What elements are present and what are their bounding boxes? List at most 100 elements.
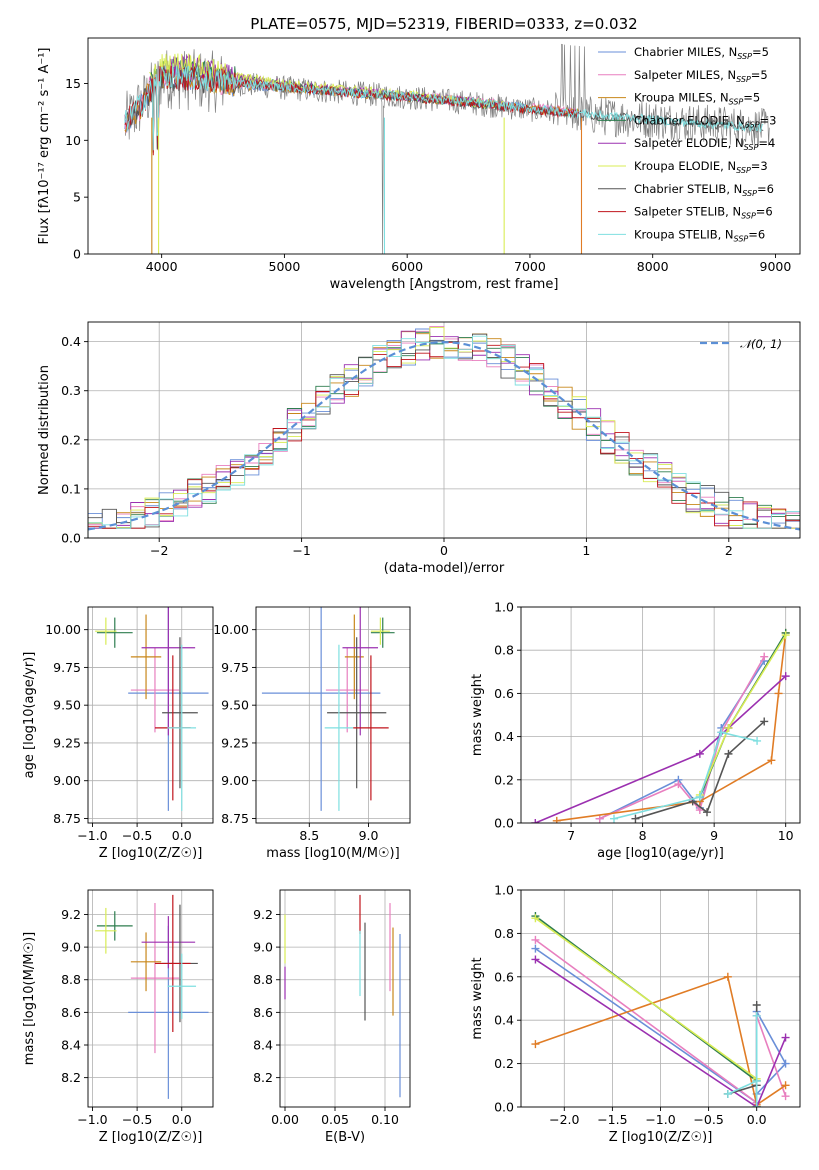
legend-entry-normal: 𝒩(0, 1) [740, 337, 782, 351]
mass-vs-ebv-ytick-label: 8.6 [253, 1005, 273, 1020]
spectrum-title: PLATE=0575, MJD=52319, FIBERID=0333, z=0… [250, 15, 637, 33]
mass-vs-z-frame [87, 889, 214, 1108]
age-vs-mass-xtick-label: 8.5 [299, 828, 319, 843]
mass-weight-point-marker [531, 955, 540, 964]
spectrum-xtick-label: 5000 [269, 259, 301, 274]
age-vs-mass-ytick-label: 9.00 [221, 773, 249, 788]
mass-weight-point-marker [760, 652, 769, 661]
weight-vs-age-ytick-label: 0.8 [494, 643, 514, 658]
spectrum-xtick-label: 6000 [391, 259, 423, 274]
normal-distribution-curve [88, 341, 800, 531]
residuals-ylabel: Normed distribution [37, 365, 52, 495]
legend-entry: Chabrier MILES, NSSP=5 [634, 45, 769, 61]
mass-vs-ebv-ytick-label: 8.2 [253, 1070, 273, 1085]
mass-weight-series-line [727, 1015, 758, 1107]
legend-entry: Chabrier ELODIE, NSSP=3 [634, 113, 776, 129]
mass-vs-z-ytick-label: 8.4 [61, 1038, 81, 1053]
age-vs-z-ytick-label: 9.00 [53, 773, 81, 788]
residuals-xtick-label: −2 [150, 543, 168, 558]
mass-vs-ebv-panel: 0.00 0.05 0.10 8.2 8.4 8.6 8.8 9.0 9.2 E(B-V) [253, 889, 411, 1145]
error-bar-point [141, 916, 196, 969]
weight-vs-age-xtick-label: 10 [778, 828, 794, 843]
weight-vs-z-plot-area [531, 912, 790, 1107]
mass-weight-point-marker [760, 717, 769, 726]
mass-weight-point-marker [781, 1033, 790, 1042]
error-bar-point [95, 617, 117, 645]
mass-weight-point-marker [610, 814, 618, 823]
mass-weight-point-marker [752, 1001, 761, 1010]
weight-vs-z-panel: −2.0 −1.5 −1.0 −0.5 0.0 0.0 0.2 0.4 0.6 0.8 1.0 Z [… [470, 883, 801, 1145]
legend-entry: Kroupa ELODIE, NSSP=3 [634, 159, 768, 175]
age-vs-mass-plot-area [261, 607, 395, 811]
spectrum-series-line [124, 64, 764, 151]
age-vs-mass-panel: 8.5 9.0 8.75 9.00 9.25 9.50 9.75 10.00 mass [log… [213, 606, 411, 861]
weight-vs-z-xlabel: Z [log10(Z/Z☉)] [609, 1130, 713, 1145]
spectrum-axes: 4000 5000 6000 7000 8000 9000 0 5 10 15 wavelength… [37, 37, 801, 292]
age-vs-z-panel: −1.0 −0.5 0.0 8.75 9.00 9.25 9.50 9.75 10.00 Z [l… [22, 606, 214, 861]
spectrum-ylabel: Flux [fλ10⁻¹⁷ erg cm⁻² s⁻¹ A⁻¹] [37, 48, 52, 245]
mass-weight-point-marker [717, 728, 726, 737]
weight-vs-z-axes: −2.0 −1.5 −1.0 −0.5 0.0 0.0 0.2 0.4 0.6 0.8 1.0 Z [… [470, 883, 801, 1145]
weight-vs-age-ytick-label: 0.4 [494, 729, 514, 744]
error-bar-point [141, 607, 196, 736]
mass-weight-point-marker [724, 723, 733, 732]
weight-vs-age-axes: 7 8 9 10 0.0 0.2 0.4 0.6 0.8 1.0 age [log10(age/yr… [470, 600, 801, 861]
legend-entry: Chabrier STELIB, NSSP=6 [634, 182, 774, 198]
spectrum-ytick-label: 15 [65, 76, 81, 91]
age-vs-mass-xlabel: mass [log10(M/M☉)] [266, 846, 399, 861]
mass-weight-point-marker [752, 1011, 761, 1020]
spectrum-xlabel: wavelength [Angstrom, rest frame] [330, 277, 559, 292]
mass-weight-point-marker [531, 935, 540, 944]
legend-entry: Salpeter STELIB, NSSP=6 [634, 205, 773, 221]
age-vs-mass-frame [255, 606, 411, 824]
weight-vs-z-ytick-label: 0.6 [494, 969, 514, 984]
mass-weight-point-marker [723, 1089, 732, 1098]
legend-entry: Salpeter MILES, NSSP=5 [634, 68, 768, 84]
age-vs-z-ytick-label: 9.50 [53, 698, 81, 713]
mass-vs-z-ylabel: mass [log10(M/M☉)] [22, 932, 37, 1065]
weight-vs-age-ytick-label: 0.0 [494, 816, 514, 831]
weight-vs-age-ylabel: mass weight [470, 674, 485, 756]
mass-weight-series-line [613, 731, 758, 820]
mass-weight-point-marker [724, 749, 733, 758]
spectrum-plot-area [124, 43, 770, 254]
error-bar-point [167, 644, 197, 811]
mass-weight-point-marker [631, 814, 640, 823]
spectrum-panel: 4000 5000 6000 7000 8000 9000 0 5 10 15 wavelength… [37, 37, 801, 292]
mass-vs-z-xtick-label: 0.0 [172, 1112, 192, 1127]
error-bar-point [370, 617, 390, 645]
mass-vs-ebv-frame [279, 889, 411, 1108]
error-bar-point [154, 894, 191, 1032]
weight-vs-age-xtick-label: 9 [710, 828, 718, 843]
mass-vs-ebv-axes: 0.00 0.05 0.10 8.2 8.4 8.6 8.8 9.0 9.2 E(B-V) [253, 889, 411, 1145]
mass-weight-point-marker [723, 972, 732, 981]
age-vs-z-ylabel: age [log10(age/yr)] [22, 652, 37, 779]
residuals-ytick-label: 0.0 [61, 531, 81, 546]
mass-vs-z-xlabel: Z [log10(Z/Z☉)] [99, 1130, 203, 1145]
residuals-ytick-label: 0.1 [61, 481, 81, 496]
mass-weight-point-marker [781, 672, 790, 681]
mass-vs-z-ytick-label: 9.2 [61, 907, 81, 922]
mass-weight-point-marker [767, 756, 776, 765]
mass-weight-series-line [534, 958, 787, 1107]
mass-weight-point-marker [531, 944, 540, 953]
residuals-plot-area [88, 326, 800, 538]
age-vs-z-ytick-label: 10.00 [45, 622, 81, 637]
residuals-xtick-label: 1 [582, 543, 590, 558]
error-bar-point [325, 647, 369, 733]
error-bar-point [96, 911, 133, 941]
mass-weight-point-marker [752, 1076, 761, 1085]
mass-weight-point-marker [753, 736, 762, 745]
age-vs-z-xlabel: Z [log10(Z/Z☉)] [99, 846, 203, 861]
residuals-xtick-label: 0 [440, 543, 448, 558]
weight-vs-z-ytick-label: 0.2 [494, 1056, 514, 1071]
spectrum-series-line [124, 65, 764, 150]
legend-entry: Kroupa STELIB, NSSP=6 [634, 227, 765, 243]
mass-weight-point-marker [695, 793, 704, 802]
mass-vs-z-ytick-label: 8.2 [61, 1070, 81, 1085]
mass-vs-ebv-xtick-label: 0.00 [271, 1112, 299, 1127]
residuals-ytick-label: 0.2 [61, 432, 81, 447]
spectrum-ytick-label: 0 [73, 247, 81, 262]
error-bar-point [353, 655, 389, 801]
mass-weight-point-marker [552, 816, 561, 823]
